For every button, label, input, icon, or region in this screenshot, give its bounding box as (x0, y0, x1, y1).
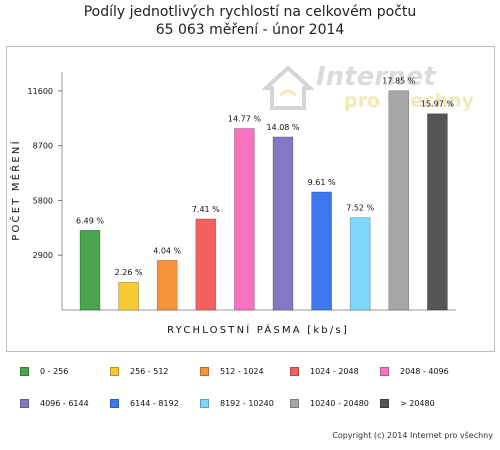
copyright-text: Copyright (c) 2014 Internet pro všechny (332, 431, 493, 440)
chart-title-line-1: Podíly jednotlivých rychlostí na celkové… (83, 4, 417, 20)
legend-item-8: 10240 - 20480 (290, 399, 369, 408)
y-tick-label-1: 5800 (33, 196, 53, 205)
y-tick-label-0: 2900 (33, 251, 53, 260)
plot-frame (6, 46, 495, 352)
bar-label-9: 15.97 % (421, 100, 454, 109)
legend-item-0: 0 - 256 (20, 367, 68, 376)
legend-label-8: 10240 - 20480 (310, 399, 369, 408)
legend-item-9: > 20480 (380, 399, 435, 408)
bar-3 (195, 218, 217, 311)
legend-label-0: 0 - 256 (40, 367, 69, 376)
legend-label-1: 256 - 512 (130, 367, 169, 376)
bar-label-0: 6.49 % (76, 216, 104, 225)
legend-label-2: 512 - 1024 (220, 367, 264, 376)
legend-swatch-3 (290, 367, 299, 376)
chart-title-line-2: 65 063 měření - únor 2014 (155, 22, 345, 38)
bar-7 (349, 217, 371, 311)
legend-item-3: 1024 - 2048 (290, 367, 359, 376)
legend-label-7: 8192 - 10240 (220, 399, 274, 408)
bar-label-5: 14.08 % (266, 123, 299, 132)
legend-swatch-6 (110, 399, 119, 408)
legend-item-2: 512 - 1024 (200, 367, 264, 376)
bar-label-4: 14.77 % (228, 114, 261, 123)
bar-8 (388, 90, 410, 311)
bar-label-6: 9.61 % (308, 178, 336, 187)
bar-label-1: 2.26 % (115, 268, 143, 277)
bar-label-8: 17.85 % (382, 77, 415, 86)
legend-label-4: 2048 - 4096 (400, 367, 449, 376)
watermark-main: Internet (316, 62, 436, 92)
legend-label-6: 6144 - 8192 (130, 399, 179, 408)
bar-4 (234, 128, 255, 311)
chart-title: Podíly jednotlivých rychlostí na celkové… (0, 3, 500, 39)
bar-0 (79, 229, 101, 311)
y-axis-label: POČET MĚŘENÍ (9, 139, 22, 241)
legend-swatch-1 (110, 367, 119, 376)
legend-swatch-5 (20, 399, 29, 408)
bar-2 (156, 260, 178, 311)
bar-label-7: 7.52 % (346, 204, 374, 213)
bar-6 (311, 191, 332, 311)
legend-swatch-9 (380, 399, 389, 408)
legend-swatch-8 (290, 399, 299, 408)
legend-swatch-2 (200, 367, 209, 376)
bar-5 (272, 136, 294, 311)
legend-swatch-0 (20, 367, 29, 376)
legend-label-3: 1024 - 2048 (310, 367, 359, 376)
bar-1 (118, 281, 139, 311)
bar-label-3: 7.41 % (192, 205, 220, 214)
legend-swatch-4 (380, 367, 389, 376)
legend-item-5: 4096 - 6144 (20, 399, 89, 408)
bar-chart: 2900 5800 8700 11600 POČET MĚŘENÍ RYCHLOSTNÍ … (9, 72, 456, 336)
legend-item-1: 256 - 512 (110, 367, 169, 376)
y-tick-label-3: 11600 (28, 87, 53, 96)
bar-9 (427, 113, 448, 311)
watermark-sub: pro všechny (344, 90, 474, 112)
legend-item-6: 6144 - 8192 (110, 399, 179, 408)
legend-label-5: 4096 - 6144 (40, 399, 89, 408)
y-tick-label-2: 8700 (33, 142, 53, 151)
watermark-logo: Internet pro všechny (260, 62, 492, 120)
legend-item-4: 2048 - 4096 (380, 367, 449, 376)
x-axis-label: RYCHLOSTNÍ PÁSMA [kb/s] (167, 323, 349, 336)
bar-label-2: 4.04 % (153, 246, 181, 255)
house-icon (260, 65, 316, 110)
legend-swatch-7 (200, 399, 209, 408)
legend-item-7: 8192 - 10240 (200, 399, 274, 408)
legend-label-9: > 20480 (400, 399, 435, 408)
